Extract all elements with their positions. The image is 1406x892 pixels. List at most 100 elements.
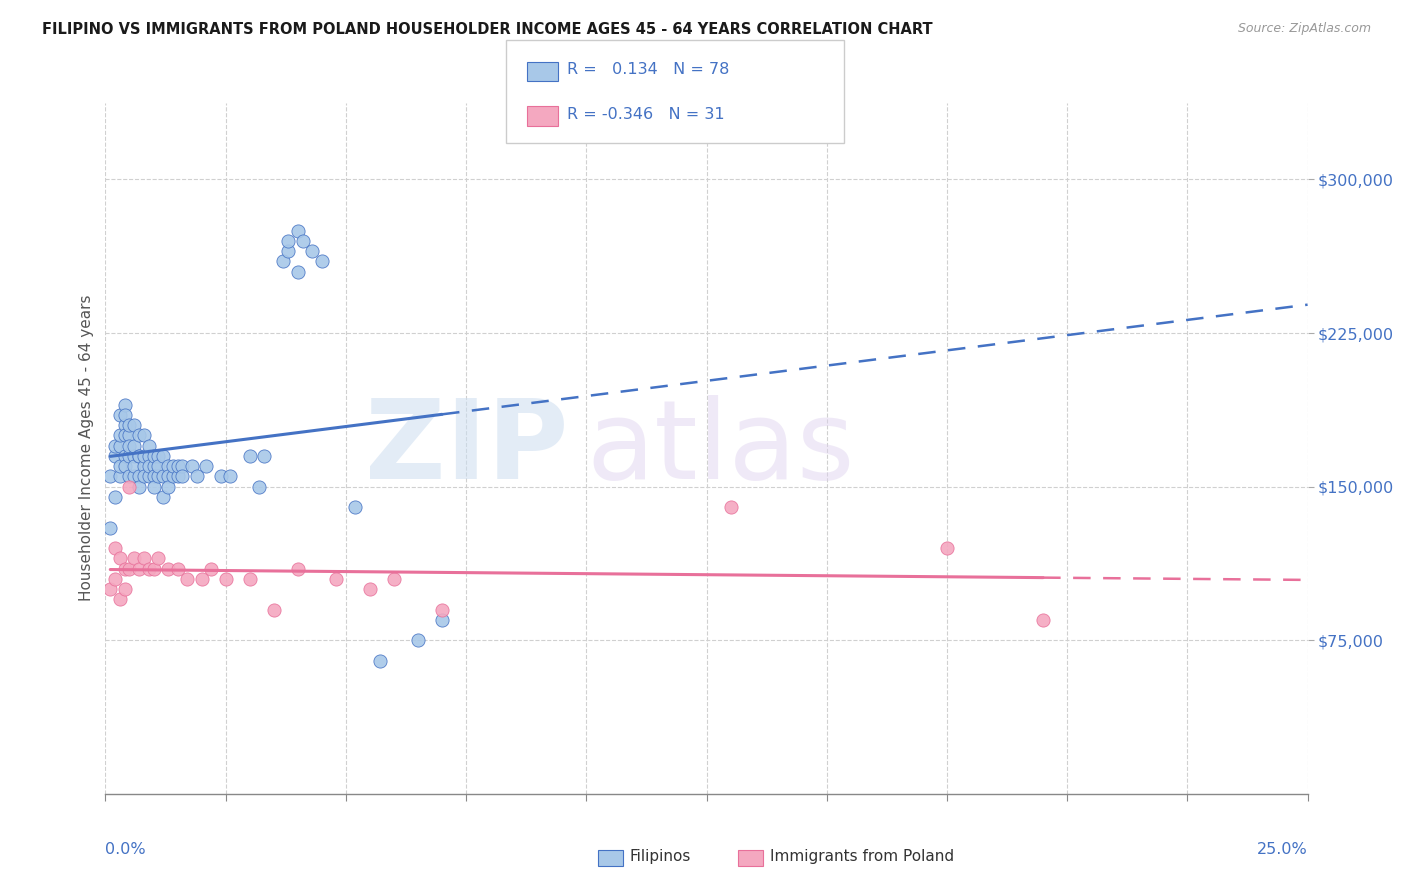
Point: [148, 469, 170, 483]
Point: [114, 408, 136, 422]
Point: [162, 469, 184, 483]
Point: [301, 244, 323, 258]
Point: [382, 572, 405, 586]
Text: R = -0.346   N = 31: R = -0.346 N = 31: [567, 107, 724, 121]
Point: [128, 561, 150, 575]
Point: [142, 469, 165, 483]
Point: [114, 561, 136, 575]
Point: [142, 459, 165, 474]
Point: [176, 572, 198, 586]
Point: [108, 469, 131, 483]
Point: [277, 244, 299, 258]
Point: [325, 572, 347, 586]
Text: ZIP: ZIP: [366, 395, 568, 501]
Point: [273, 254, 295, 268]
Point: [277, 234, 299, 248]
Text: FILIPINO VS IMMIGRANTS FROM POLAND HOUSEHOLDER INCOME AGES 45 - 64 YEARS CORRELA: FILIPINO VS IMMIGRANTS FROM POLAND HOUSE…: [42, 22, 932, 37]
Point: [124, 418, 146, 433]
Point: [148, 459, 170, 474]
Point: [118, 480, 141, 494]
Point: [128, 469, 150, 483]
Text: R =   0.134   N = 78: R = 0.134 N = 78: [567, 62, 728, 77]
Point: [166, 469, 188, 483]
Point: [359, 582, 381, 596]
Text: Filipinos: Filipinos: [630, 849, 692, 863]
Point: [108, 459, 131, 474]
Point: [368, 654, 391, 668]
Point: [190, 572, 212, 586]
Point: [128, 449, 150, 463]
Point: [104, 449, 127, 463]
Point: [132, 551, 155, 566]
Text: Source: ZipAtlas.com: Source: ZipAtlas.com: [1237, 22, 1371, 36]
Point: [108, 428, 131, 442]
Point: [186, 469, 208, 483]
Point: [156, 561, 179, 575]
Point: [1032, 613, 1054, 627]
Point: [108, 408, 131, 422]
Point: [98, 469, 121, 483]
Point: [430, 602, 453, 616]
Point: [124, 449, 146, 463]
Text: atlas: atlas: [586, 395, 855, 501]
Point: [263, 602, 285, 616]
Point: [138, 449, 160, 463]
Point: [118, 439, 141, 453]
Point: [138, 459, 160, 474]
Point: [132, 449, 155, 463]
Point: [108, 439, 131, 453]
Text: 25.0%: 25.0%: [1257, 842, 1308, 857]
Point: [156, 469, 179, 483]
Point: [118, 469, 141, 483]
Point: [239, 449, 262, 463]
Point: [172, 459, 194, 474]
Point: [152, 469, 174, 483]
Point: [124, 469, 146, 483]
Point: [138, 469, 160, 483]
Point: [152, 490, 174, 504]
Point: [195, 459, 218, 474]
Point: [253, 449, 276, 463]
Point: [118, 449, 141, 463]
Point: [287, 561, 309, 575]
Point: [219, 469, 242, 483]
Point: [114, 418, 136, 433]
Point: [138, 439, 160, 453]
Point: [104, 541, 127, 555]
Point: [142, 480, 165, 494]
Point: [132, 459, 155, 474]
Point: [287, 264, 309, 278]
Point: [156, 480, 179, 494]
Point: [128, 428, 150, 442]
Point: [104, 490, 127, 504]
Point: [118, 418, 141, 433]
Point: [142, 561, 165, 575]
Point: [124, 439, 146, 453]
Point: [142, 449, 165, 463]
Point: [118, 428, 141, 442]
Text: Immigrants from Poland: Immigrants from Poland: [770, 849, 955, 863]
Point: [114, 398, 136, 412]
Point: [239, 572, 262, 586]
Point: [291, 234, 314, 248]
Point: [132, 428, 155, 442]
Point: [406, 633, 429, 648]
Point: [166, 459, 188, 474]
Point: [108, 551, 131, 566]
Point: [344, 500, 367, 515]
Point: [114, 428, 136, 442]
Text: 0.0%: 0.0%: [105, 842, 146, 857]
Point: [172, 469, 194, 483]
Point: [209, 469, 232, 483]
Point: [214, 572, 236, 586]
Point: [311, 254, 333, 268]
Point: [200, 561, 222, 575]
Point: [132, 469, 155, 483]
Point: [287, 224, 309, 238]
Point: [181, 459, 204, 474]
Point: [104, 572, 127, 586]
Point: [156, 459, 179, 474]
Point: [98, 582, 121, 596]
Point: [430, 613, 453, 627]
Point: [148, 449, 170, 463]
